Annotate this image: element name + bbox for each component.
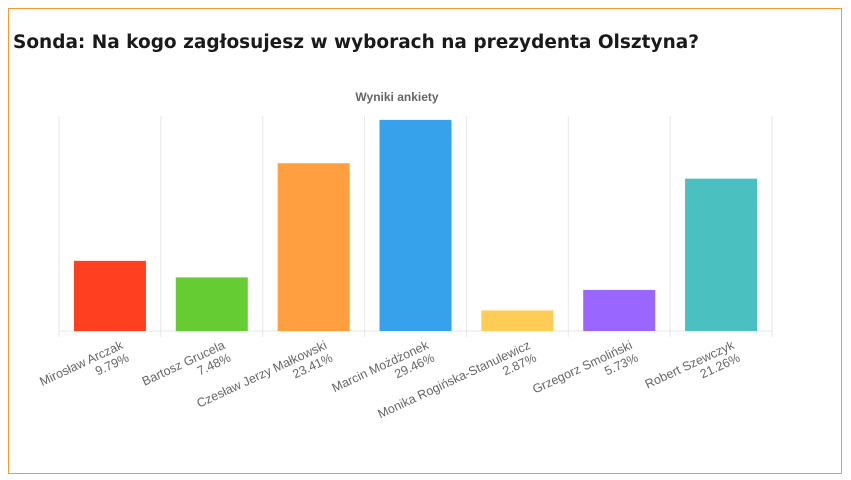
bar[interactable] bbox=[379, 119, 452, 332]
poll-title: Sonda: Na kogo zagłosujesz w wyborach na… bbox=[13, 32, 699, 53]
bar[interactable] bbox=[685, 178, 758, 331]
bar[interactable] bbox=[73, 260, 146, 331]
bar[interactable] bbox=[481, 310, 554, 331]
tick-label: Mirosław Arczak9.79% bbox=[37, 338, 131, 402]
chart-tick-labels: Mirosław Arczak9.79% Bartosz Grucela7.48%… bbox=[37, 338, 743, 421]
bar[interactable] bbox=[277, 163, 350, 331]
tick-label: Grzegorz Smoliński5.73% bbox=[530, 338, 640, 409]
tick-label: Robert Szewczyk21.26% bbox=[643, 338, 743, 405]
chart-bars bbox=[73, 119, 758, 332]
chart-title: Wyniki ankiety bbox=[355, 90, 438, 104]
bar[interactable] bbox=[583, 289, 656, 331]
bar[interactable] bbox=[175, 277, 248, 331]
